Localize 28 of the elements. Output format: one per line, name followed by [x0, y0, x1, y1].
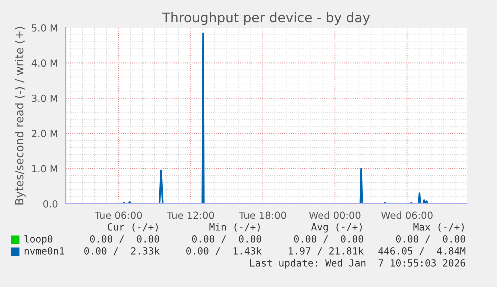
text: 0.00 / 1.43k — [186, 247, 262, 256]
text: Cur (-/+) — [108, 223, 158, 232]
text: 0.00 / 0.00 — [192, 235, 262, 244]
text: 0.00 / 0.00 — [294, 235, 364, 244]
y-tick-label: 1.0 M — [32, 165, 58, 173]
text: Max (-/+) — [414, 223, 464, 232]
x-tick-label: Wed 00:00 — [309, 212, 361, 220]
text: 0.00 / 0.00 — [396, 235, 466, 244]
x-tick-label: Wed 06:00 — [381, 212, 433, 220]
text: Last update: Wed Jan 7 10:55:03 2026 — [250, 259, 466, 269]
legend-label: nvme0n1 — [24, 247, 64, 255]
text: 1.97 / 21.81k — [289, 247, 364, 256]
y-tick-label: 2.0 M — [32, 130, 58, 138]
text: Min (-/+) — [210, 223, 260, 232]
text: Avg (-/+) — [312, 223, 362, 233]
x-tick-label: Tue 12:00 — [167, 212, 214, 220]
y-tick-label: 0.0 — [44, 200, 58, 208]
text: 446.05 / 4.84M — [378, 247, 466, 256]
chart-title: Throughput per device - by day — [162, 12, 370, 26]
y-tick-label: 5.0 M — [32, 24, 58, 32]
y-tick-label: 3.0 M — [32, 94, 58, 102]
text: 0.00 / 2.33k — [84, 247, 160, 256]
y-tick-label: 4.0 M — [32, 60, 58, 68]
legend-label: loop0 — [24, 235, 53, 245]
x-tick-label: Tue 06:00 — [94, 212, 142, 220]
y-axis-title: Bytes/second read (-) / write (+) — [15, 27, 26, 205]
text: 0.00 / 0.00 — [90, 235, 160, 244]
x-tick-label: Tue 18:00 — [239, 212, 286, 220]
